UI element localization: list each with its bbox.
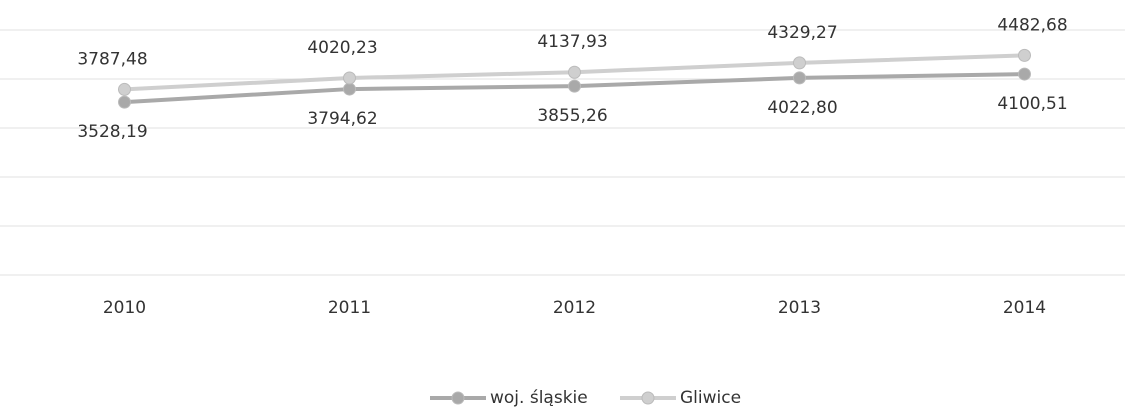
point bbox=[118, 82, 131, 96]
data-label: 3528,19 bbox=[77, 122, 147, 142]
data-label: 3794,62 bbox=[307, 109, 377, 129]
data-label: 3787,48 bbox=[77, 49, 147, 69]
legend-marker bbox=[451, 391, 465, 405]
data-label: 4482,68 bbox=[997, 15, 1067, 35]
data-label: 4100,51 bbox=[997, 94, 1067, 114]
point bbox=[568, 79, 581, 93]
data-label: 3855,26 bbox=[537, 106, 607, 126]
point bbox=[568, 65, 581, 79]
data-label: 4020,23 bbox=[307, 38, 377, 58]
data-label: 4329,27 bbox=[767, 23, 837, 43]
point bbox=[1018, 67, 1031, 81]
x-tick-label: 2013 bbox=[778, 298, 821, 318]
x-tick-label: 2011 bbox=[328, 298, 371, 318]
data-label: 4022,80 bbox=[767, 98, 837, 118]
legend-label: Gliwice bbox=[680, 388, 741, 408]
x-tick-label: 2012 bbox=[553, 298, 596, 318]
point bbox=[1018, 48, 1031, 62]
data-label: 4137,93 bbox=[537, 32, 607, 52]
x-tick-label: 2014 bbox=[1003, 298, 1046, 318]
x-tick-label: 2010 bbox=[103, 298, 146, 318]
point bbox=[793, 71, 806, 85]
legend-marker bbox=[641, 391, 655, 405]
point bbox=[118, 95, 131, 109]
legend-label: woj. śląskie bbox=[490, 388, 588, 408]
point bbox=[343, 82, 356, 96]
point bbox=[343, 71, 356, 85]
point bbox=[793, 56, 806, 70]
